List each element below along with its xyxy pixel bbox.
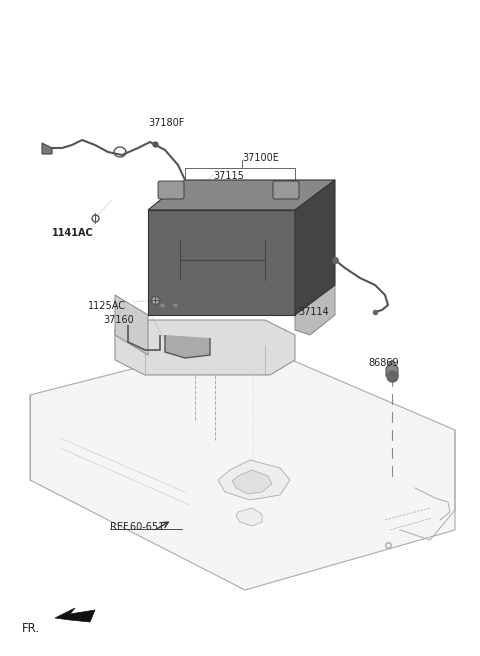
Text: 86869: 86869 [368,358,398,368]
Polygon shape [115,320,295,375]
Text: 37180F: 37180F [148,118,184,128]
Polygon shape [115,295,148,355]
Polygon shape [165,335,210,358]
Text: 37100E: 37100E [242,153,279,163]
Text: 1141AC: 1141AC [52,228,94,238]
Polygon shape [218,460,290,500]
Polygon shape [295,285,335,335]
Text: 37115: 37115 [213,171,244,181]
Polygon shape [148,180,335,210]
Polygon shape [148,210,295,315]
Polygon shape [42,143,52,154]
Text: FR.: FR. [22,622,40,635]
FancyBboxPatch shape [273,181,299,199]
Text: 37114: 37114 [298,307,329,317]
Polygon shape [236,508,262,526]
Polygon shape [30,340,455,590]
Polygon shape [295,180,335,315]
FancyBboxPatch shape [158,181,184,199]
Text: 1125AC: 1125AC [88,301,126,311]
Polygon shape [386,360,398,376]
Text: REF.60-651: REF.60-651 [110,522,164,532]
Text: 37160: 37160 [103,315,134,325]
Polygon shape [232,470,272,494]
Polygon shape [55,608,95,622]
